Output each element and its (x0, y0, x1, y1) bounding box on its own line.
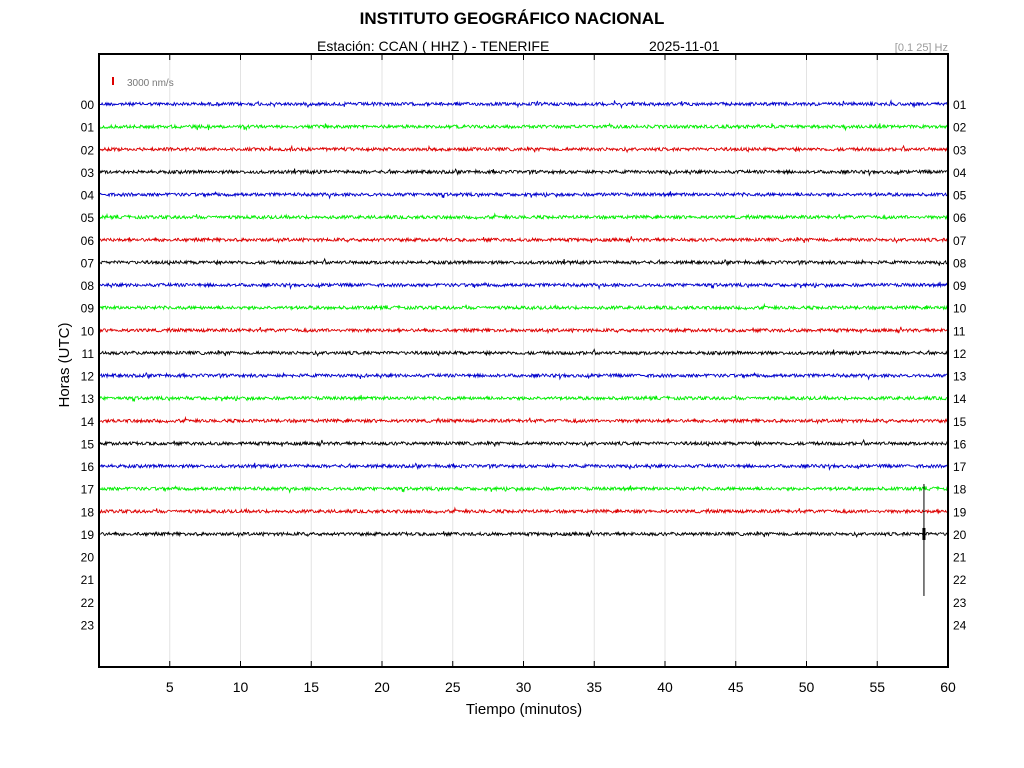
hour-label-right: 16 (953, 437, 967, 451)
axis-labels: 5 10 15 20 25 30 35 40 45 50 55 60 Tiempo (minutos) H… (56, 54, 967, 718)
hour-label-left: 19 (81, 528, 95, 542)
scale-bar (112, 77, 114, 85)
hour-label-left: 17 (81, 483, 95, 497)
hour-label-left: 22 (81, 596, 95, 610)
hour-label-left: 12 (81, 370, 95, 384)
trace-hour (99, 212, 949, 221)
trace-hour (99, 257, 949, 267)
x-tick-label: 55 (869, 679, 885, 695)
trace-hour (99, 302, 949, 311)
hour-label-right: 12 (953, 347, 967, 361)
x-tick-label: 20 (374, 679, 390, 695)
trace-hour (99, 144, 948, 154)
hour-label-right: 15 (953, 415, 967, 429)
trace-hour (99, 506, 949, 515)
date-label: 2025-11-01 (649, 38, 720, 54)
trace-hour (99, 438, 949, 448)
hour-label-right: 19 (953, 505, 967, 519)
frequency-band-label: [0.1 25] Hz (894, 42, 948, 54)
trace-hour (99, 530, 948, 539)
hour-label-left: 15 (81, 437, 95, 451)
hour-label-left: 06 (81, 234, 95, 248)
hour-label-right: 24 (953, 618, 967, 632)
hour-label-left: 21 (81, 573, 95, 587)
hour-label-right: 20 (953, 528, 967, 542)
x-tick-label: 30 (516, 679, 532, 695)
scale-label: 3000 nm/s (127, 78, 174, 89)
hour-label-right: 09 (953, 279, 967, 293)
hour-label-left: 05 (81, 211, 95, 225)
trace-hour (99, 281, 948, 291)
trace-hour (99, 394, 949, 402)
hour-label-right: 22 (953, 573, 967, 587)
hour-label-left: 18 (81, 505, 95, 519)
x-tick-label: 15 (303, 679, 319, 695)
trace-hour (99, 348, 949, 358)
hour-label-right: 18 (953, 483, 967, 497)
hour-label-right: 21 (953, 551, 967, 565)
trace-hour (99, 122, 948, 132)
hour-label-left: 13 (81, 392, 95, 406)
y-axis-label: Horas (UTC) (56, 322, 73, 407)
hour-label-left: 16 (81, 460, 95, 474)
hour-label-left: 10 (81, 324, 95, 338)
trace-hour (99, 99, 948, 110)
trace-hour (99, 190, 949, 200)
trace-hour (99, 462, 948, 471)
amplitude-scale: 3000 nm/s (112, 77, 174, 89)
hour-label-left: 00 (81, 98, 95, 112)
hour-label-left: 08 (81, 279, 95, 293)
x-tick-label: 40 (657, 679, 673, 695)
chart-title: INSTITUTO GEOGRÁFICO NACIONAL (359, 9, 665, 28)
x-tick-label: 50 (799, 679, 815, 695)
hour-label-left: 23 (81, 618, 95, 632)
trace-hour (99, 236, 949, 244)
hour-label-right: 02 (953, 121, 967, 135)
x-tick-label: 60 (940, 679, 956, 695)
hour-label-right: 08 (953, 256, 967, 270)
hour-label-left: 04 (81, 189, 95, 203)
hour-label-right: 17 (953, 460, 967, 474)
event-spike-core (922, 527, 926, 540)
hour-label-left: 03 (81, 166, 95, 180)
hour-label-left: 20 (81, 551, 95, 565)
hour-label-right: 06 (953, 211, 967, 225)
trace-hour (99, 485, 949, 494)
hour-label-right: 03 (953, 143, 967, 157)
x-tick-label: 25 (445, 679, 461, 695)
hour-label-left: 01 (81, 121, 95, 135)
hour-label-right: 01 (953, 98, 967, 112)
x-axis-label: Tiempo (minutos) (466, 701, 582, 718)
hour-label-left: 09 (81, 302, 95, 316)
grid (169, 54, 878, 667)
traces (99, 99, 949, 539)
hour-label-left: 11 (82, 347, 95, 361)
hour-label-right: 13 (953, 370, 967, 384)
hour-label-right: 04 (953, 166, 967, 180)
hour-label-right: 11 (953, 324, 966, 338)
trace-hour (99, 371, 948, 381)
hour-label-right: 14 (953, 392, 967, 406)
x-tick-label: 45 (728, 679, 744, 695)
trace-hour (99, 415, 949, 425)
hour-label-right: 07 (953, 234, 967, 248)
hour-label-left: 14 (81, 415, 95, 429)
x-tick-label: 5 (166, 679, 174, 695)
event-marker (922, 483, 926, 596)
hour-label-right: 05 (953, 189, 967, 203)
trace-hour (99, 326, 949, 335)
station-label: Estación: CCAN ( HHZ ) - TENERIFE (317, 38, 550, 54)
hour-label-right: 23 (953, 596, 967, 610)
hour-label-left: 07 (81, 256, 95, 270)
hour-label-left: 02 (81, 143, 95, 157)
x-tick-label: 10 (233, 679, 249, 695)
x-tick-label: 35 (586, 679, 602, 695)
trace-hour (99, 168, 948, 177)
hour-label-right: 10 (953, 302, 967, 316)
